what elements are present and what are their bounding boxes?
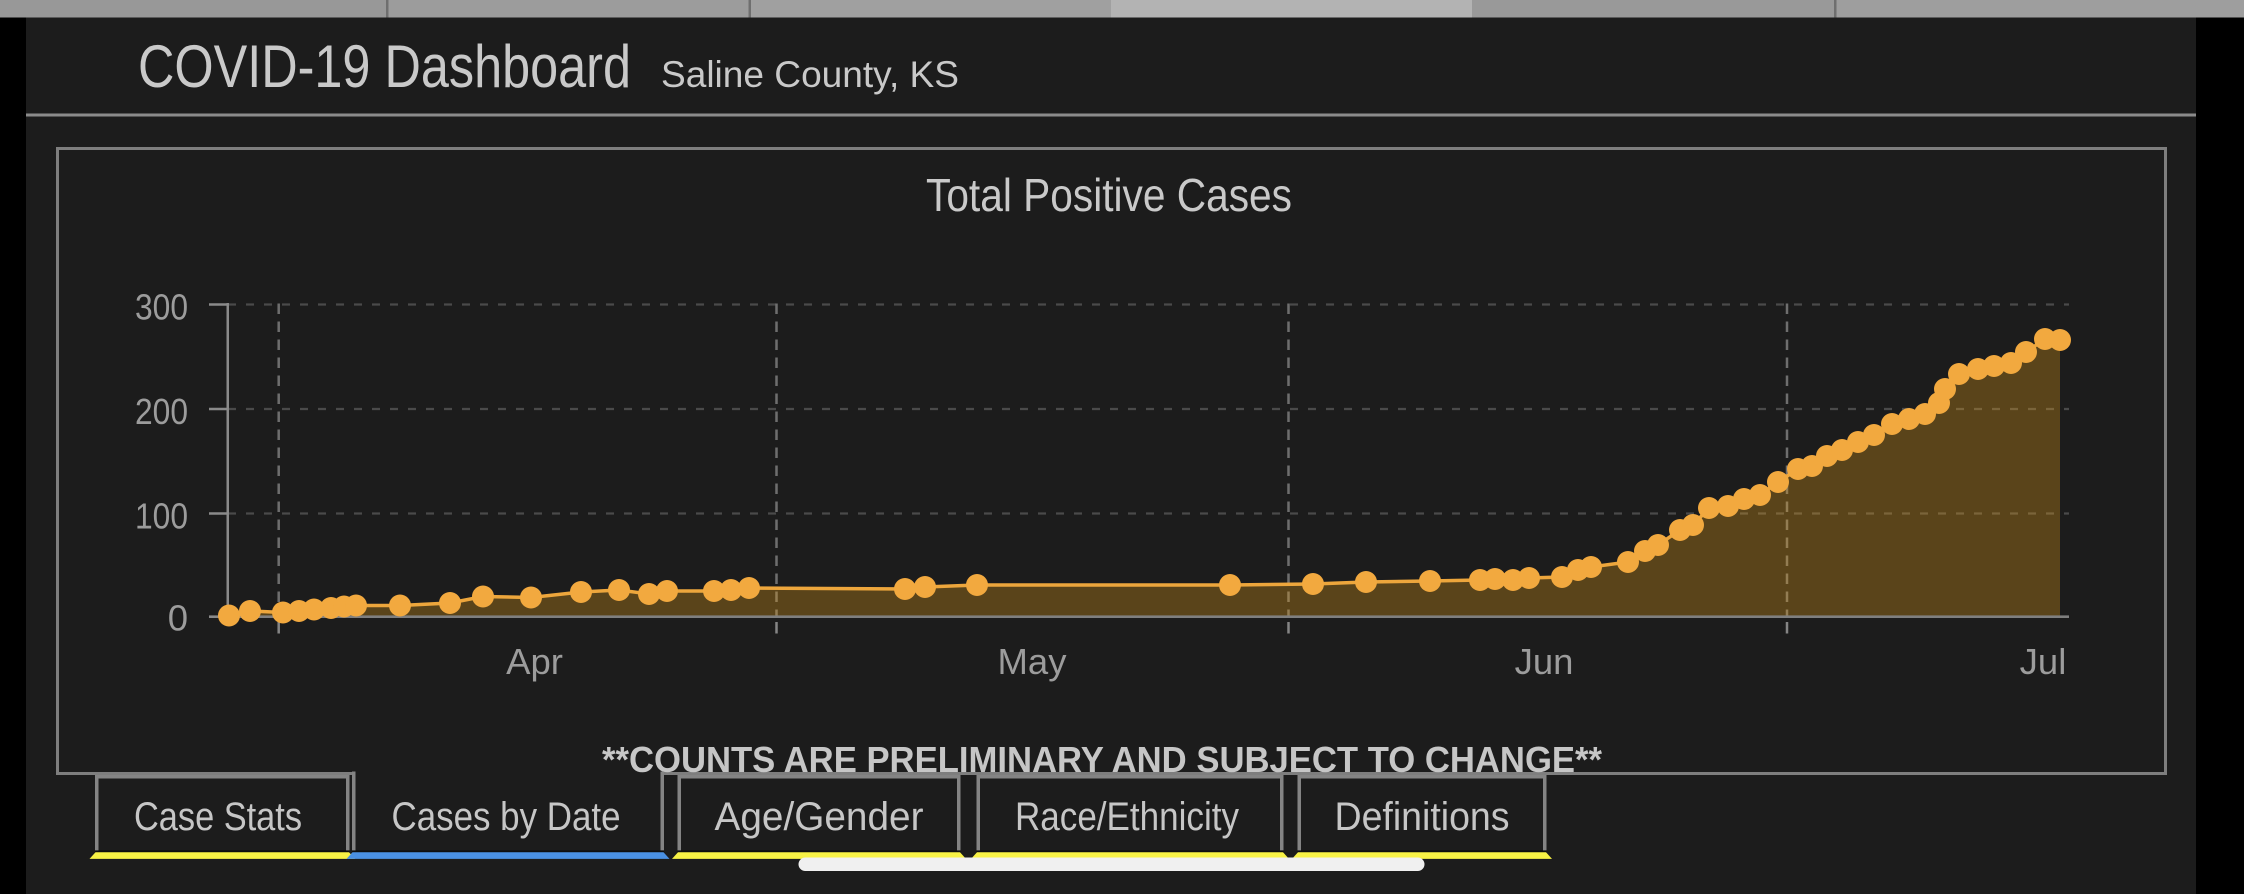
svg-text:Saline County, KS: Saline County, KS xyxy=(661,54,959,95)
svg-text:0: 0 xyxy=(168,597,188,638)
svg-text:**COUNTS ARE PRELIMINARY AND S: **COUNTS ARE PRELIMINARY AND SUBJECT TO … xyxy=(602,739,1602,780)
svg-text:200: 200 xyxy=(135,391,188,432)
svg-text:COVID-19 Dashboard: COVID-19 Dashboard xyxy=(138,33,631,100)
svg-text:Definitions: Definitions xyxy=(1335,795,1510,839)
svg-text:Jun: Jun xyxy=(1515,641,1574,682)
svg-text:May: May xyxy=(998,641,1068,682)
svg-text:Jul: Jul xyxy=(2020,641,2067,682)
svg-text:100: 100 xyxy=(135,495,188,536)
svg-text:300: 300 xyxy=(135,286,188,327)
svg-text:Cases by Date: Cases by Date xyxy=(392,795,621,839)
svg-text:Case Stats: Case Stats xyxy=(134,795,302,839)
svg-text:Race/Ethnicity: Race/Ethnicity xyxy=(1015,795,1239,839)
svg-text:Apr: Apr xyxy=(506,641,563,682)
svg-text:Age/Gender: Age/Gender xyxy=(715,795,924,839)
svg-text:Total Positive Cases: Total Positive Cases xyxy=(926,169,1292,221)
